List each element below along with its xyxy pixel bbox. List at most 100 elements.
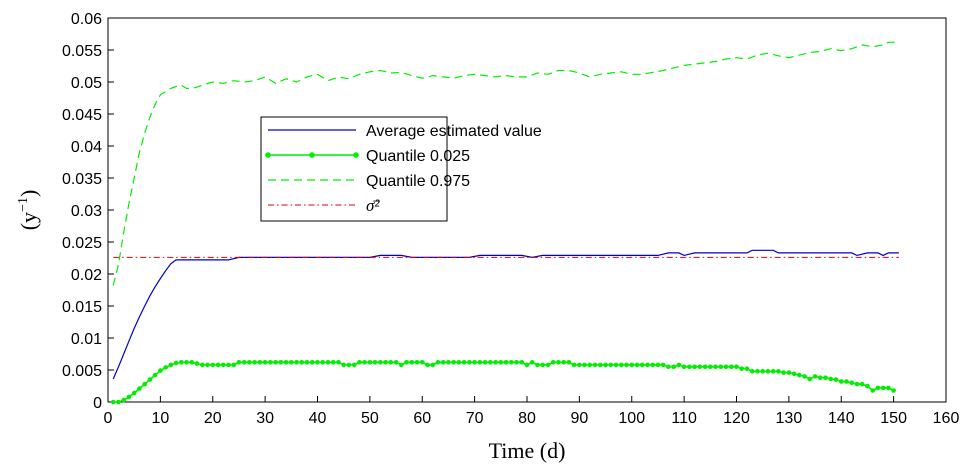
quantile-low-marker [676, 362, 682, 368]
quantile-low-marker [168, 362, 174, 368]
quantile-low-marker [776, 369, 781, 374]
legend: Average estimated value Quantile 0.025 Q… [260, 116, 542, 222]
quantile-low-marker [451, 360, 457, 365]
quantile-low-marker [802, 374, 807, 379]
quantile-low-marker [786, 370, 792, 375]
quantile-low-marker [812, 374, 818, 379]
quantile-low-marker [147, 377, 153, 382]
x-tick-label: 140 [828, 410, 855, 427]
quantile-low-marker [472, 360, 477, 365]
quantile-low-marker [702, 364, 708, 370]
quantile-low-marker [409, 360, 415, 365]
quantile-low-marker [378, 360, 383, 365]
quantile-low-marker [880, 385, 886, 391]
x-tick-label: 100 [618, 410, 645, 427]
quantile-low-marker [660, 362, 666, 368]
quantile-low-marker [713, 364, 718, 370]
quantile-low-marker [425, 362, 430, 368]
quantile-low-marker [613, 362, 619, 368]
y-axis-title-close: ) [16, 190, 41, 197]
quantile-low-marker [283, 360, 289, 365]
quantile-low-marker [220, 362, 226, 368]
quantile-low-marker [346, 362, 352, 368]
x-tick-label: 40 [309, 410, 327, 427]
quantile-low-marker [446, 360, 451, 365]
quantile-low-marker [241, 360, 247, 365]
y-axis-title-exponent: −1 [16, 197, 31, 212]
quantile-low-marker [577, 362, 582, 368]
quantile-low-marker [765, 369, 771, 374]
quantile-low-marker [875, 385, 881, 391]
quantile-low-marker [189, 360, 195, 365]
quantile-low-marker [420, 360, 425, 365]
quantile-low-marker [440, 360, 446, 365]
quantile-low-marker [383, 360, 388, 365]
y-tick-label: 0.04 [71, 139, 102, 156]
y-tick-label: 0.05 [71, 75, 102, 92]
quantile-low-marker [561, 360, 566, 365]
quantile-low-marker [708, 364, 713, 370]
x-tick-label: 50 [361, 410, 379, 427]
quantile-low-marker [666, 364, 671, 370]
quantile-low-marker [556, 360, 561, 365]
quantile-low-marker [315, 360, 320, 365]
quantile-low-marker [629, 362, 635, 368]
quantile-low-marker [357, 360, 362, 365]
quantile-low-marker [179, 360, 184, 365]
quantile-low-marker [184, 360, 189, 365]
quantile-low-marker [844, 379, 849, 384]
quantile-low-marker [362, 360, 367, 365]
quantile-low-marker [870, 388, 875, 393]
y-axis-title: (y−1) [16, 190, 41, 231]
quantile-low-marker [645, 362, 650, 368]
quantile-low-marker [624, 362, 629, 368]
quantile-low-marker [482, 360, 488, 365]
quantile-low-marker [231, 362, 236, 368]
x-tick-label: 60 [413, 410, 431, 427]
quantile-low-marker [173, 360, 179, 366]
quantile-low-marker [461, 360, 467, 365]
quantile-low-marker [325, 360, 331, 365]
quantile-low-marker [566, 360, 572, 365]
x-tick-label: 160 [933, 410, 960, 427]
quantile-low-marker [430, 362, 436, 368]
quantile-low-marker [131, 390, 137, 396]
quantile-low-marker [634, 362, 640, 368]
quantile-low-marker [236, 360, 242, 365]
quantile-low-marker [582, 362, 587, 368]
series-layer [110, 41, 899, 405]
quantile-low-marker [718, 364, 724, 370]
y-tick-label: 0.03 [71, 203, 102, 220]
quantile-low-marker [351, 362, 357, 368]
plot-area [107, 17, 947, 403]
quantile-low-marker [142, 381, 147, 387]
quantile-low-marker [110, 399, 116, 405]
quantile-low-marker [833, 377, 839, 382]
x-tick-label: 10 [151, 410, 169, 427]
quantile-low-marker [215, 362, 221, 368]
x-axis-title: Time (d) [489, 438, 566, 463]
quantile-low-marker [550, 360, 556, 365]
x-tick-label: 70 [466, 410, 484, 427]
quantile-low-marker [137, 386, 142, 391]
quantile-low-marker [503, 360, 509, 365]
x-axis-ticks: 0 10 20 30 40 50 60 70 80 90 100 110 120 130 140 150 160 [104, 396, 960, 427]
quantile-low-marker [519, 360, 525, 365]
quantile-low-marker [247, 360, 252, 365]
x-tick-label: 150 [880, 410, 907, 427]
legend-label-average: Average estimated value [366, 123, 542, 140]
y-axis-title-base: (y [16, 212, 41, 230]
quantile-low-marker [671, 364, 676, 370]
quantile-low-marker [791, 371, 797, 377]
quantile-high-series-line [112, 41, 899, 286]
quantile-low-marker [571, 362, 577, 368]
y-tick-label: 0.055 [62, 43, 102, 60]
quantile-low-marker [477, 360, 483, 365]
x-tick-label: 110 [671, 410, 697, 427]
quantile-low-marker [865, 383, 870, 389]
quantile-low-marker [336, 360, 341, 365]
legend-label-quantile-low: Quantile 0.025 [366, 148, 470, 165]
quantile-low-marker [414, 360, 420, 365]
quantile-low-marker [739, 366, 744, 372]
